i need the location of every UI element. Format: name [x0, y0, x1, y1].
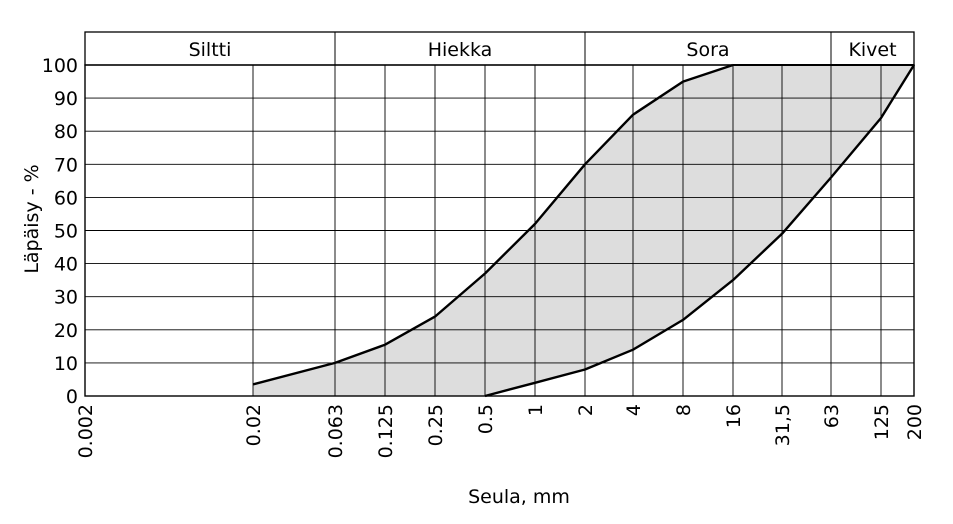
zone-label: Hiekka — [428, 39, 493, 61]
y-tick-label: 50 — [54, 221, 78, 243]
y-tick-label: 90 — [54, 88, 78, 110]
x-tick-label: 31,5 — [772, 404, 794, 446]
grading-curves — [252, 63, 916, 398]
y-tick-label: 20 — [54, 320, 78, 342]
x-tick-label: 0.02 — [243, 404, 265, 446]
zone-header: Siltti Hiekka Sora Kivet — [84, 31, 915, 66]
y-tick-label: 60 — [54, 187, 78, 209]
x-tick-labels: 0.002 0.02 0.063 0.125 0.25 0.5 1 2 4 8 16 31,5 63 12… — [75, 404, 926, 458]
x-tick-label: 0.5 — [475, 404, 497, 434]
y-tick-label: 80 — [54, 121, 78, 143]
x-tick-label: 0.125 — [375, 404, 397, 458]
y-tick-label: 10 — [54, 353, 78, 375]
y-tick-labels: 0 10 20 30 40 50 60 70 80 90 100 — [42, 55, 78, 408]
y-tick-label: 0 — [66, 386, 78, 408]
x-axis-label: Seula, mm — [468, 486, 570, 508]
y-tick-label: 70 — [54, 154, 78, 176]
x-tick-label: 4 — [623, 404, 645, 416]
x-tick-label: 125 — [871, 404, 893, 440]
plot-grid — [84, 64, 915, 397]
y-tick-label: 30 — [54, 287, 78, 309]
x-tick-label: 1 — [525, 404, 547, 416]
coarse-limit-curve — [484, 64, 916, 398]
x-tick-label: 8 — [673, 404, 695, 416]
x-tick-label: 0.25 — [425, 404, 447, 446]
zone-label: Sora — [686, 39, 729, 61]
x-tick-label: 16 — [723, 404, 745, 428]
fine-limit-curve — [252, 63, 734, 386]
x-tick-label: 200 — [904, 404, 926, 440]
zone-header-frame — [84, 31, 915, 66]
x-tick-label: 0.002 — [75, 404, 97, 458]
x-tick-label: 63 — [821, 404, 843, 428]
zone-label: Siltti — [189, 39, 232, 61]
y-axis-label: Läpäisy - % — [21, 164, 43, 273]
x-tick-label: 2 — [575, 404, 597, 416]
x-tick-label: 0.063 — [325, 404, 347, 458]
y-tick-label: 40 — [54, 254, 78, 276]
plot-frame — [84, 64, 915, 397]
zone-label: Kivet — [848, 39, 896, 61]
y-tick-label: 100 — [42, 55, 78, 77]
